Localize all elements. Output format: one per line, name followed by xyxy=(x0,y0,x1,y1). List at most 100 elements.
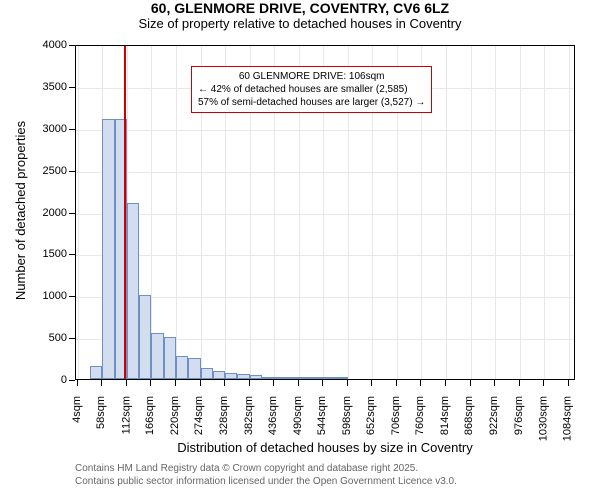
histogram-bar xyxy=(299,377,311,379)
histogram-bar xyxy=(188,358,200,379)
xtick-label: 4sqm xyxy=(71,396,83,423)
histogram-bar xyxy=(336,377,348,379)
histogram-bar xyxy=(311,377,323,379)
xtick-mark xyxy=(200,380,201,386)
xtick-label: 544sqm xyxy=(316,396,328,435)
grid-line-v xyxy=(176,46,177,379)
xtick-mark xyxy=(445,380,446,386)
xtick-label: 598sqm xyxy=(341,396,353,435)
xtick-mark xyxy=(273,380,274,386)
histogram-bar xyxy=(127,203,139,379)
xtick-label: 706sqm xyxy=(390,396,402,435)
xtick-label: 58sqm xyxy=(95,396,107,429)
ytick-label: 2000 xyxy=(0,207,67,219)
grid-line-v xyxy=(495,46,496,379)
histogram-bar xyxy=(250,375,262,379)
xtick-label: 328sqm xyxy=(218,396,230,435)
xtick-mark xyxy=(519,380,520,386)
ytick-label: 2500 xyxy=(0,165,67,177)
xtick-mark xyxy=(126,380,127,386)
ytick-mark xyxy=(69,338,75,339)
footer-line-2: Contains public sector information licen… xyxy=(75,475,457,488)
xtick-mark xyxy=(150,380,151,386)
xtick-mark xyxy=(543,380,544,386)
xtick-label: 868sqm xyxy=(464,396,476,435)
ytick-label: 1500 xyxy=(0,248,67,260)
xtick-mark xyxy=(494,380,495,386)
grid-line-v xyxy=(520,46,521,379)
histogram-bar xyxy=(237,374,249,379)
footer-line-1: Contains HM Land Registry data © Crown c… xyxy=(75,462,457,475)
ytick-mark xyxy=(69,213,75,214)
xtick-mark xyxy=(568,380,569,386)
xtick-label: 652sqm xyxy=(365,396,377,435)
xtick-label: 1030sqm xyxy=(537,396,549,441)
page-subtitle: Size of property relative to detached ho… xyxy=(0,16,600,31)
histogram-bar xyxy=(164,337,176,379)
ytick-label: 4000 xyxy=(0,39,67,51)
xtick-mark xyxy=(77,380,78,386)
xtick-label: 976sqm xyxy=(513,396,525,435)
xtick-mark xyxy=(224,380,225,386)
ytick-label: 1000 xyxy=(0,290,67,302)
grid-line-v xyxy=(78,46,79,379)
histogram-bar xyxy=(151,333,163,379)
ytick-label: 3500 xyxy=(0,81,67,93)
xtick-mark xyxy=(298,380,299,386)
annotation-box: 60 GLENMORE DRIVE: 106sqm← 42% of detach… xyxy=(191,66,432,113)
xtick-mark xyxy=(420,380,421,386)
ytick-mark xyxy=(69,380,75,381)
x-axis-label: Distribution of detached houses by size … xyxy=(75,440,575,455)
histogram-bar xyxy=(286,377,298,380)
xtick-label: 490sqm xyxy=(292,396,304,435)
xtick-label: 814sqm xyxy=(439,396,451,435)
property-marker-line xyxy=(124,46,126,379)
histogram-bar xyxy=(139,295,151,379)
ytick-label: 500 xyxy=(0,332,67,344)
footer-attribution: Contains HM Land Registry data © Crown c… xyxy=(75,462,457,488)
annotation-line: 57% of semi-detached houses are larger (… xyxy=(198,96,425,109)
xtick-label: 760sqm xyxy=(414,396,426,435)
ytick-label: 3000 xyxy=(0,123,67,135)
histogram-bar xyxy=(201,368,213,379)
histogram-bar xyxy=(225,373,237,379)
histogram-bar xyxy=(323,377,335,379)
xtick-label: 1084sqm xyxy=(562,396,574,441)
annotation-line: 60 GLENMORE DRIVE: 106sqm xyxy=(198,70,425,83)
histogram-bar xyxy=(262,377,274,380)
xtick-label: 112sqm xyxy=(120,396,132,434)
xtick-mark xyxy=(371,380,372,386)
ytick-label: 0 xyxy=(0,374,67,386)
histogram-bar xyxy=(274,377,286,379)
xtick-label: 274sqm xyxy=(194,396,206,435)
ytick-mark xyxy=(69,87,75,88)
xtick-mark xyxy=(249,380,250,386)
ytick-mark xyxy=(69,171,75,172)
xtick-mark xyxy=(101,380,102,386)
annotation-line: ← 42% of detached houses are smaller (2,… xyxy=(198,83,425,96)
xtick-mark xyxy=(322,380,323,386)
histogram-bar xyxy=(176,356,188,379)
xtick-label: 382sqm xyxy=(243,396,255,435)
xtick-label: 220sqm xyxy=(169,396,181,435)
grid-line-v xyxy=(544,46,545,379)
grid-line-v xyxy=(151,46,152,379)
histogram-bar xyxy=(90,366,102,379)
xtick-mark xyxy=(347,380,348,386)
xtick-mark xyxy=(175,380,176,386)
ytick-mark xyxy=(69,254,75,255)
ytick-mark xyxy=(69,129,75,130)
ytick-mark xyxy=(69,45,75,46)
grid-line-v xyxy=(446,46,447,379)
grid-line-v xyxy=(569,46,570,379)
xtick-mark xyxy=(470,380,471,386)
chart-plot-area: 60 GLENMORE DRIVE: 106sqm← 42% of detach… xyxy=(75,45,575,380)
xtick-label: 436sqm xyxy=(267,396,279,435)
xtick-label: 922sqm xyxy=(488,396,500,435)
histogram-bar xyxy=(213,371,225,379)
ytick-mark xyxy=(69,296,75,297)
grid-line-v xyxy=(471,46,472,379)
histogram-bar xyxy=(102,119,114,379)
xtick-label: 166sqm xyxy=(144,396,156,435)
page-title: 60, GLENMORE DRIVE, COVENTRY, CV6 6LZ xyxy=(0,0,600,16)
